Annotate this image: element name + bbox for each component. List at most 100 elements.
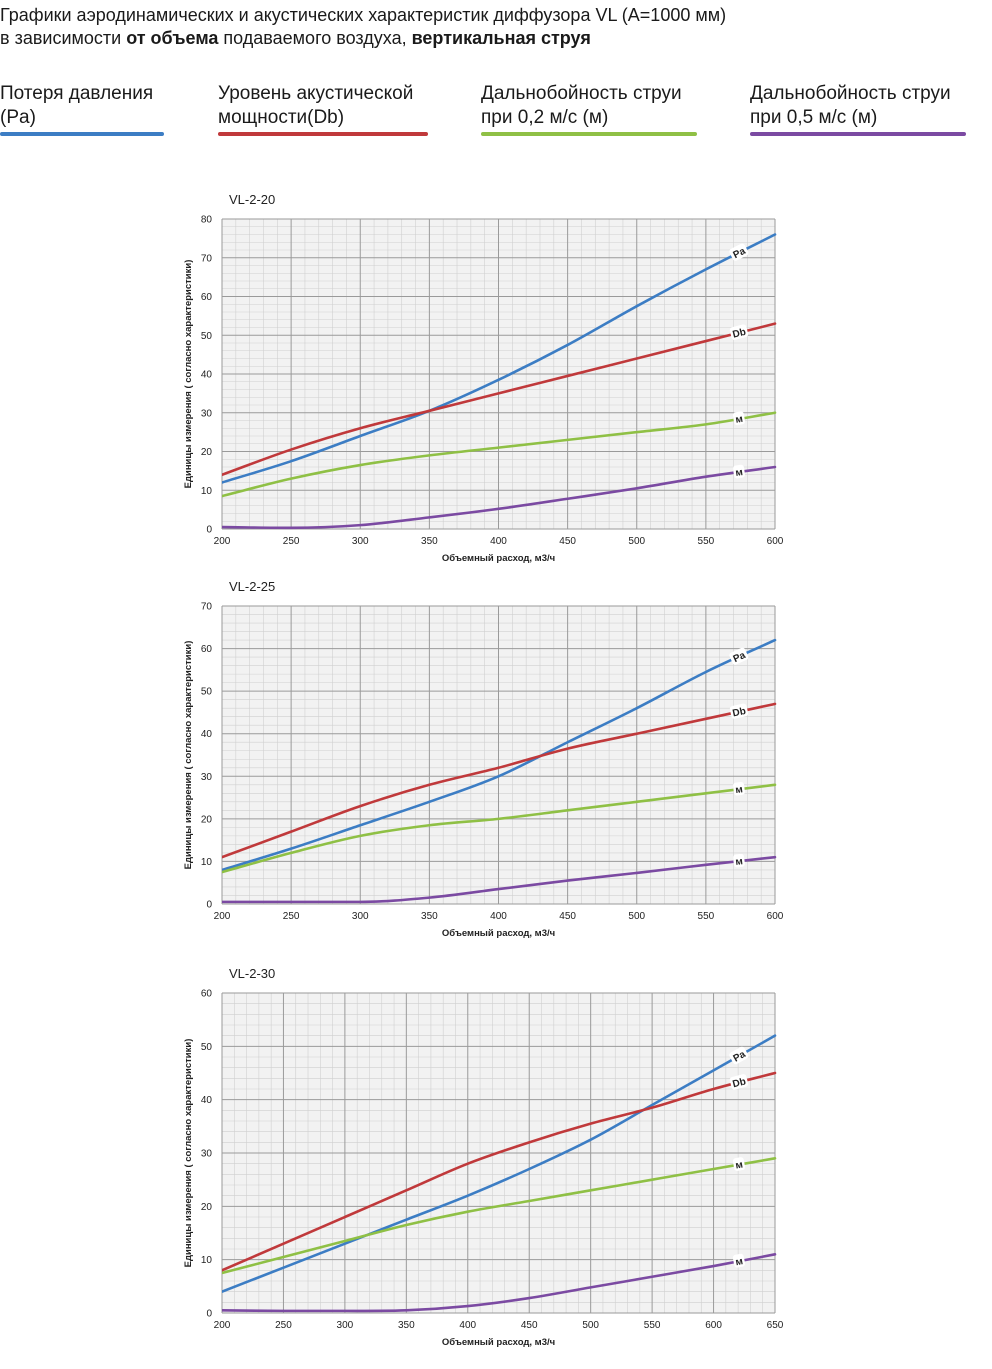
legend-swatch-pressure	[0, 132, 164, 136]
x-tick-label: 400	[490, 536, 507, 547]
legend-item-acoustic: Уровень акустической мощности(Db)	[218, 82, 438, 136]
series-inline-label-db: Db	[729, 703, 749, 720]
y-tick-label: 40	[201, 729, 213, 740]
y-tick-label: 60	[201, 292, 213, 303]
series-line-throw-02	[222, 411, 777, 498]
series-label-text: м	[735, 1160, 744, 1172]
x-tick-label: 550	[698, 536, 715, 547]
legend-label-throw-05: Дальнобойность струи при 0,5 м/с (м)	[750, 83, 951, 128]
y-tick-label: 0	[206, 900, 212, 911]
x-tick-label: 450	[559, 911, 576, 922]
y-tick-label: 10	[201, 486, 213, 497]
chart-vl-2-25: VL-2-25 200 250 300 350 400 450 500 550 600 0 10 20 3…	[183, 579, 784, 939]
legend-swatch-acoustic	[218, 132, 428, 136]
series-inline-label-throw-05: м	[733, 853, 745, 868]
series-label-text: м	[735, 1256, 744, 1268]
page-header: Графики аэродинамических и акустических …	[0, 4, 980, 50]
series-inline-label-pa: Pa	[729, 647, 749, 665]
y-tick-label: 0	[206, 525, 212, 536]
x-tick-label: 400	[459, 1320, 476, 1331]
chart-vl-2-30: VL-2-30 200 250 300 350 400 450 500 550 600 650 0 10…	[183, 966, 784, 1348]
series-inline-label-throw-02: м	[733, 781, 745, 796]
header-line-2-bold-2: вертикальная струя	[411, 28, 591, 48]
chart-title: VL-2-20	[229, 192, 275, 207]
header-line-2-mid: подаваемого воздуха,	[218, 28, 412, 48]
series-label-bg	[732, 1157, 746, 1171]
y-tick-label: 40	[201, 1095, 213, 1106]
series-label-bg	[729, 324, 749, 340]
y-tick-label: 40	[201, 370, 213, 381]
series-label-text: Pa	[732, 1049, 748, 1065]
legend-label-throw-02: Дальнобойность струи при 0,2 м/с (м)	[481, 83, 682, 128]
x-tick-label: 350	[421, 911, 438, 922]
series-label-bg	[732, 1253, 746, 1268]
y-tick-label: 20	[201, 814, 213, 825]
header-line-1: Графики аэродинамических и акустических …	[0, 5, 727, 25]
x-axis-label: Объемный расход, м3/ч	[442, 553, 555, 564]
series-label-text: м	[735, 856, 744, 868]
y-tick-label: 10	[201, 1255, 213, 1266]
series-inline-label-pa: Pa	[729, 1046, 749, 1065]
header-line-2-bold-1: от объема	[126, 28, 219, 48]
y-axis-label: Единицы измерения ( согласно характерист…	[183, 641, 194, 870]
series-inline-label-db: Db	[729, 324, 749, 341]
series-label-bg	[729, 703, 749, 719]
y-tick-label: 60	[201, 989, 213, 1000]
y-tick-label: 70	[201, 602, 213, 613]
series-label-bg	[733, 464, 745, 479]
series-line-pa	[222, 1034, 777, 1293]
series-label-text: Pa	[732, 650, 748, 665]
x-tick-label: 300	[337, 1320, 354, 1331]
grid	[221, 605, 776, 905]
legend-item-throw-05: Дальнобойность струи при 0,5 м/с (м)	[750, 82, 980, 136]
x-tick-label: 200	[214, 536, 231, 547]
y-tick-label: 10	[201, 857, 213, 868]
y-tick-label: 70	[201, 253, 213, 264]
series-label-bg	[732, 411, 746, 426]
y-tick-label: 50	[201, 1042, 213, 1053]
x-axis-label: Объемный расход, м3/ч	[442, 1337, 555, 1348]
series-label-text: м	[735, 467, 744, 479]
series-label-bg	[733, 853, 745, 868]
series-line-throw-05	[222, 855, 777, 904]
series-label-text: м	[735, 414, 744, 426]
x-tick-label: 550	[698, 911, 715, 922]
legend-item-pressure: Потеря давления (Pa)	[0, 82, 170, 136]
legend-swatch-throw-05	[750, 132, 966, 136]
y-tick-label: 30	[201, 408, 213, 419]
grid	[221, 992, 776, 1314]
series-inline-label-throw-05: м	[733, 464, 745, 479]
chart-title: VL-2-30	[229, 966, 275, 981]
series-line-db	[222, 702, 777, 859]
series-line-pa	[222, 233, 777, 484]
series-label-text: м	[735, 784, 744, 796]
series-label-text: Db	[731, 1076, 747, 1090]
x-tick-label: 350	[398, 1320, 415, 1331]
x-tick-label: 250	[283, 536, 300, 547]
series-label-text: Db	[732, 706, 747, 720]
series-inline-label-db: Db	[729, 1074, 749, 1090]
series-line-db	[222, 322, 777, 477]
series-label-text: Pa	[732, 246, 748, 262]
x-tick-label: 500	[628, 911, 645, 922]
series-line-throw-02	[222, 783, 777, 874]
series-label-bg	[729, 647, 749, 665]
series-label-bg	[729, 243, 749, 261]
series-label-bg	[733, 781, 745, 796]
y-tick-label: 80	[201, 215, 213, 226]
y-axis-label: Единицы измерения ( согласно характерист…	[183, 1039, 194, 1268]
series-line-throw-05	[222, 1253, 777, 1313]
x-tick-label: 450	[521, 1320, 538, 1331]
x-tick-label: 600	[705, 1320, 722, 1331]
x-tick-label: 200	[214, 911, 231, 922]
legend-label-acoustic: Уровень акустической мощности(Db)	[218, 83, 414, 128]
x-tick-label: 250	[275, 1320, 292, 1331]
legend-item-throw-02: Дальнобойность струи при 0,2 м/с (м)	[481, 82, 706, 136]
series-inline-label-pa: Pa	[729, 243, 749, 262]
y-tick-label: 0	[206, 1309, 212, 1320]
header-line-2-pre: в зависимости	[0, 28, 127, 48]
series-line-throw-02	[222, 1157, 777, 1275]
y-tick-label: 30	[201, 1149, 213, 1160]
header-line-2: в зависимости от объема подаваемого возд…	[0, 27, 980, 50]
legend-swatch-throw-02	[481, 132, 697, 136]
